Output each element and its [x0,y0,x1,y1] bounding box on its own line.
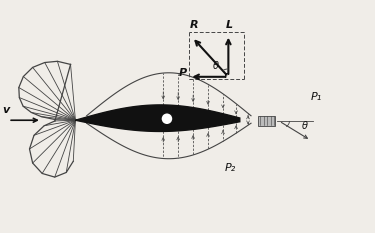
Circle shape [161,113,173,125]
Text: R: R [189,20,198,30]
Text: P₁: P₁ [311,92,322,102]
Bar [258,116,275,126]
Text: P: P [179,68,187,78]
Text: v: v [3,105,10,115]
Text: P₂: P₂ [225,163,236,173]
Text: θ: θ [213,61,219,71]
Text: θ: θ [302,121,307,131]
Text: L: L [226,20,233,30]
Polygon shape [75,105,240,131]
